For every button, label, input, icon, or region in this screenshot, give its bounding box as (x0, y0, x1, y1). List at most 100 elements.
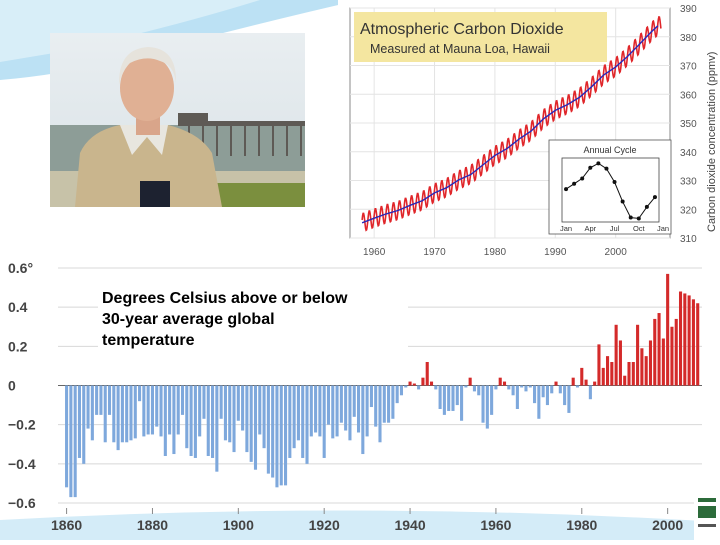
temp-bar (429, 381, 434, 386)
temp-bar (537, 385, 541, 419)
temp-bar (382, 385, 386, 423)
temp-bar (661, 338, 665, 386)
temp-bar (206, 385, 210, 456)
temp-bar (593, 381, 597, 386)
temp-y-tick-label: −0.2 (8, 417, 36, 433)
co2-x-tick-label: 1960 (363, 247, 386, 258)
co2-y-tick-label: 350 (680, 119, 697, 130)
temp-y-tick-label: −0.6 (8, 495, 36, 511)
temp-x-tick-label: 1960 (480, 517, 511, 533)
temp-x-tick-label: 1920 (309, 517, 340, 533)
temp-bar (172, 385, 176, 455)
temp-bar (648, 340, 653, 386)
co2-y-tick-label: 370 (680, 62, 697, 73)
temp-bar (258, 385, 262, 435)
temp-bar (339, 385, 343, 423)
temp-bar (219, 385, 223, 419)
temp-bar (481, 385, 485, 423)
temp-bar (189, 385, 193, 456)
temp-x-tick-label: 1980 (566, 517, 597, 533)
temp-bar (391, 385, 395, 419)
inset-cycle-point (644, 204, 649, 209)
temp-bar (606, 356, 610, 386)
temp-bar (674, 318, 678, 386)
inset-x-tick-label: Jul (610, 224, 620, 233)
temp-bar (425, 362, 429, 386)
temp-bar (138, 385, 142, 402)
temp-bar (550, 385, 554, 394)
temp-bar (657, 313, 661, 386)
temp-bar (180, 385, 185, 415)
co2-y-tick-label: 320 (680, 205, 697, 216)
temp-bar (485, 385, 489, 429)
temp-bar (644, 356, 648, 386)
temp-bar (176, 385, 180, 435)
temp-bar (202, 385, 206, 419)
temp-bar (395, 385, 399, 404)
temp-bar (215, 385, 219, 472)
temp-bar (404, 385, 408, 388)
temp-x-tick-label: 1940 (394, 517, 425, 533)
shirt (75, 125, 222, 207)
temp-bar (412, 383, 416, 386)
temp-bar (614, 324, 618, 386)
temp-bar (623, 375, 627, 386)
temp-bar (627, 362, 631, 386)
caption-line-2: 30-year average global (102, 311, 275, 328)
temp-bar (335, 385, 339, 437)
temp-bar (477, 385, 481, 396)
temp-bar (82, 385, 86, 464)
temp-bar (502, 381, 507, 386)
temp-bar (241, 385, 245, 431)
temp-bar (447, 385, 451, 411)
face (120, 55, 174, 121)
temp-bar (69, 385, 73, 498)
temp-bar (236, 385, 240, 421)
temperature-caption: Degrees Celsius above or below 30-year a… (98, 286, 408, 353)
temp-bar (524, 385, 528, 392)
temp-bar (142, 385, 146, 437)
temp-bar (455, 385, 459, 406)
temp-bar (112, 385, 116, 443)
temp-bar (554, 381, 558, 386)
co2-y-tick-label: 380 (680, 33, 697, 44)
temp-bar (640, 348, 644, 386)
co2-subtitle: Measured at Mauna Loa, Hawaii (370, 42, 550, 56)
temp-bar (305, 385, 309, 464)
temp-bar (584, 379, 588, 386)
temp-bar (271, 385, 275, 478)
inset-cycle-point (564, 187, 569, 192)
temp-bar (65, 385, 69, 488)
bottom-wave (0, 510, 720, 540)
temp-bar (73, 385, 77, 498)
temp-bar (168, 385, 172, 435)
co2-x-tick-label: 1970 (423, 247, 446, 258)
co2-chart: Atmospheric Carbon Dioxide Measured at M… (349, 4, 718, 258)
temperature-bars (65, 273, 700, 498)
inset-x-tick-label: Jan (657, 224, 669, 233)
caption-line-1: Degrees Celsius above or below (102, 290, 348, 307)
inset-cycle-point (572, 181, 577, 186)
temperature-tick-labels: 0.6° 0.4 0.2 0 −0.2 −0.4 −0.6 1860 1880 1900 1920 1… (8, 260, 683, 533)
temperature-chart-panel: 0.6° 0.4 0.2 0 −0.2 −0.4 −0.6 1860 1880 1900 1920 1… (0, 258, 720, 540)
temp-bar (279, 385, 283, 486)
temp-y-tick-label: −0.4 (8, 456, 36, 472)
temp-bar (378, 385, 382, 443)
temp-bar (185, 385, 189, 449)
inset-x-tick-label: Jan (560, 224, 572, 233)
temp-bar (193, 385, 197, 458)
temp-bar (696, 303, 700, 386)
temp-bar (318, 385, 322, 437)
temp-bar (571, 377, 575, 386)
inset-cycle-point (588, 165, 593, 170)
temp-x-tick-label: 1880 (137, 517, 168, 533)
temp-bar (284, 385, 288, 486)
temp-x-tick-label: 2000 (652, 517, 683, 533)
temp-bar (344, 385, 348, 431)
temp-bar (348, 385, 352, 441)
temp-bar (541, 385, 545, 398)
temp-bar (253, 385, 258, 470)
caption-line-3: temperature (102, 332, 195, 349)
temp-bar (575, 385, 580, 388)
temp-bar (464, 385, 468, 388)
